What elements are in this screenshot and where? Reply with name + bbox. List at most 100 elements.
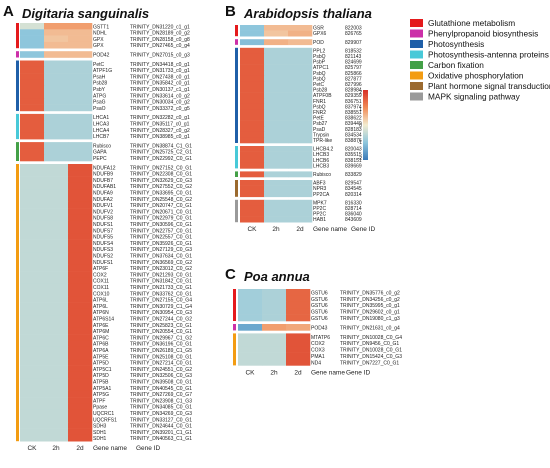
- heatmap-cell: [240, 191, 264, 197]
- gene-name-label: LHCB7: [93, 134, 109, 140]
- gene-id-label: TRINITY_DN33127_C0_G1: [130, 417, 192, 423]
- legend-swatch: [410, 51, 423, 59]
- heatmap-cell: [264, 152, 288, 158]
- heatmap-cell: [68, 372, 92, 379]
- pathway-color-bar: [16, 164, 19, 441]
- gene-name-label: MTATP6: [311, 335, 330, 341]
- heatmap-cell: [262, 333, 286, 340]
- heatmap-cell: [286, 289, 310, 296]
- heatmap-cell: [238, 295, 262, 302]
- heatmap-cell: [20, 340, 44, 347]
- heatmap-cell: [240, 76, 264, 82]
- heatmap-c: GSTU6 TRINITY_DN35776_c0_g2 GSTU6 TRINITY_D…: [233, 289, 402, 376]
- heatmap-cell: [240, 200, 264, 206]
- gene-id-label: TRINITY_DN25725_C2_G1: [130, 150, 192, 156]
- heatmap-cell: [68, 133, 92, 140]
- gene-id-label: TRINITY_DN24551_C0_G2: [130, 367, 192, 373]
- heatmap-cell: [288, 137, 312, 143]
- heatmap-cell: [264, 109, 288, 115]
- gene-name-label: COX11: [93, 285, 109, 291]
- pathway-color-bar: [233, 289, 236, 321]
- gene-name-label: Ppase: [93, 405, 107, 411]
- gene-name-label: GSTU6: [311, 316, 328, 322]
- heatmap-cell: [264, 217, 288, 223]
- heatmap-cell: [288, 205, 312, 211]
- heatmap-cell: [264, 191, 288, 197]
- legend-label: Photosynthesis-antenna proteins: [428, 50, 549, 60]
- heatmap-cell: [264, 39, 288, 45]
- gene-name-label: Psb28: [93, 81, 107, 87]
- heatmap-cell: [44, 290, 68, 297]
- heatmap-cell: [20, 208, 44, 215]
- heatmap-cell: [68, 233, 92, 240]
- gene-name-label: ATP6M: [93, 329, 109, 335]
- heatmap-cell: [264, 132, 288, 138]
- heatmap-cell: [68, 366, 92, 373]
- gene-name-label: ATP5E: [93, 354, 109, 360]
- gene-id-label: TRINITY_DN35842_c0_g1: [130, 81, 190, 87]
- heatmap-cell: [20, 435, 44, 442]
- heatmap-cell: [44, 277, 68, 284]
- gene-name-label: UQCRFS1: [93, 417, 117, 423]
- heatmap-cell: [288, 25, 312, 31]
- heatmap-cell: [44, 127, 68, 134]
- heatmap-cell: [44, 284, 68, 291]
- heatmap-cell: [238, 315, 262, 322]
- heatmap-cell: [286, 359, 310, 366]
- heatmap-cell: [44, 397, 68, 404]
- pathway-color-bar: [16, 51, 19, 57]
- gene-id-label: TRINITY_DN30954_C0_G3: [130, 310, 192, 316]
- gene-name-label: GPX: [93, 43, 104, 49]
- heatmap-cell: [20, 385, 44, 392]
- heatmap-cell: [44, 92, 68, 99]
- gene-id-label: TRINITY_DN38874_C1_G1: [130, 143, 192, 149]
- heatmap-cell: [240, 81, 264, 87]
- gene-id-label: TRINITY_DN36569_C0_G2: [130, 260, 192, 266]
- gene-name-label: COX2: [311, 341, 325, 347]
- heatmap-cell: [68, 353, 92, 360]
- heatmap-cell: [264, 163, 288, 169]
- gene-name-label: NDUFA2: [93, 197, 113, 203]
- heatmap-cell: [264, 81, 288, 87]
- gene-id-label: TRINITY_DN32282_c0_g1: [130, 115, 190, 121]
- gene-name-label: NDUFA9: [93, 191, 113, 197]
- heatmap-cell: [264, 93, 288, 99]
- heatmap-cell: [68, 170, 92, 177]
- heatmap-cell: [238, 359, 262, 366]
- gene-name-label: TPR-like: [313, 138, 332, 144]
- heatmap-cell: [238, 346, 262, 353]
- heatmap-cell: [68, 290, 92, 297]
- heatmap-cell: [68, 148, 92, 155]
- gene-name-label: GSTU6: [311, 297, 328, 303]
- gene-id-label: TRINITY_DN32506_C0_G3: [130, 373, 192, 379]
- heatmap-cell: [20, 277, 44, 284]
- gene-name-label: SDH3: [93, 424, 107, 430]
- gene-id-label: 829907: [345, 40, 362, 46]
- heatmap-cell: [240, 205, 264, 211]
- pathway-color-bar: [235, 171, 238, 177]
- scale-tick-label: -1: [358, 140, 363, 146]
- heatmap-cell: [68, 51, 92, 58]
- heatmap-cell: [264, 211, 288, 217]
- gene-id-label: TRINITY_DN40563_C1_G1: [130, 436, 192, 442]
- gene-id-label: TRINITY_DN23012_C0_G2: [130, 266, 192, 272]
- heatmap-cell: [240, 53, 264, 59]
- gene-id-label: TRINITY_DN35995_c0_g1: [340, 303, 400, 309]
- legend-label: Carbon fixation: [428, 60, 484, 70]
- heatmap-cell: [264, 126, 288, 132]
- heatmap-cell: [68, 23, 92, 30]
- heatmap-cell: [44, 51, 68, 58]
- heatmap-cell: [240, 39, 264, 45]
- heatmap-cell: [20, 315, 44, 322]
- heatmap-cell: [288, 76, 312, 82]
- heatmap-cell: [44, 296, 68, 303]
- heatmap-cell: [262, 324, 286, 331]
- heatmap-cell: [20, 410, 44, 417]
- heatmap-cell: [44, 170, 68, 177]
- heatmap-cell: [68, 309, 92, 316]
- heatmap-cell: [240, 98, 264, 104]
- heatmap-cell: [20, 252, 44, 259]
- heatmap-cell: [68, 98, 92, 105]
- heatmap-cell: [288, 157, 312, 163]
- gene-id-label: TRINITY_DN28158_c0_g8: [130, 37, 190, 43]
